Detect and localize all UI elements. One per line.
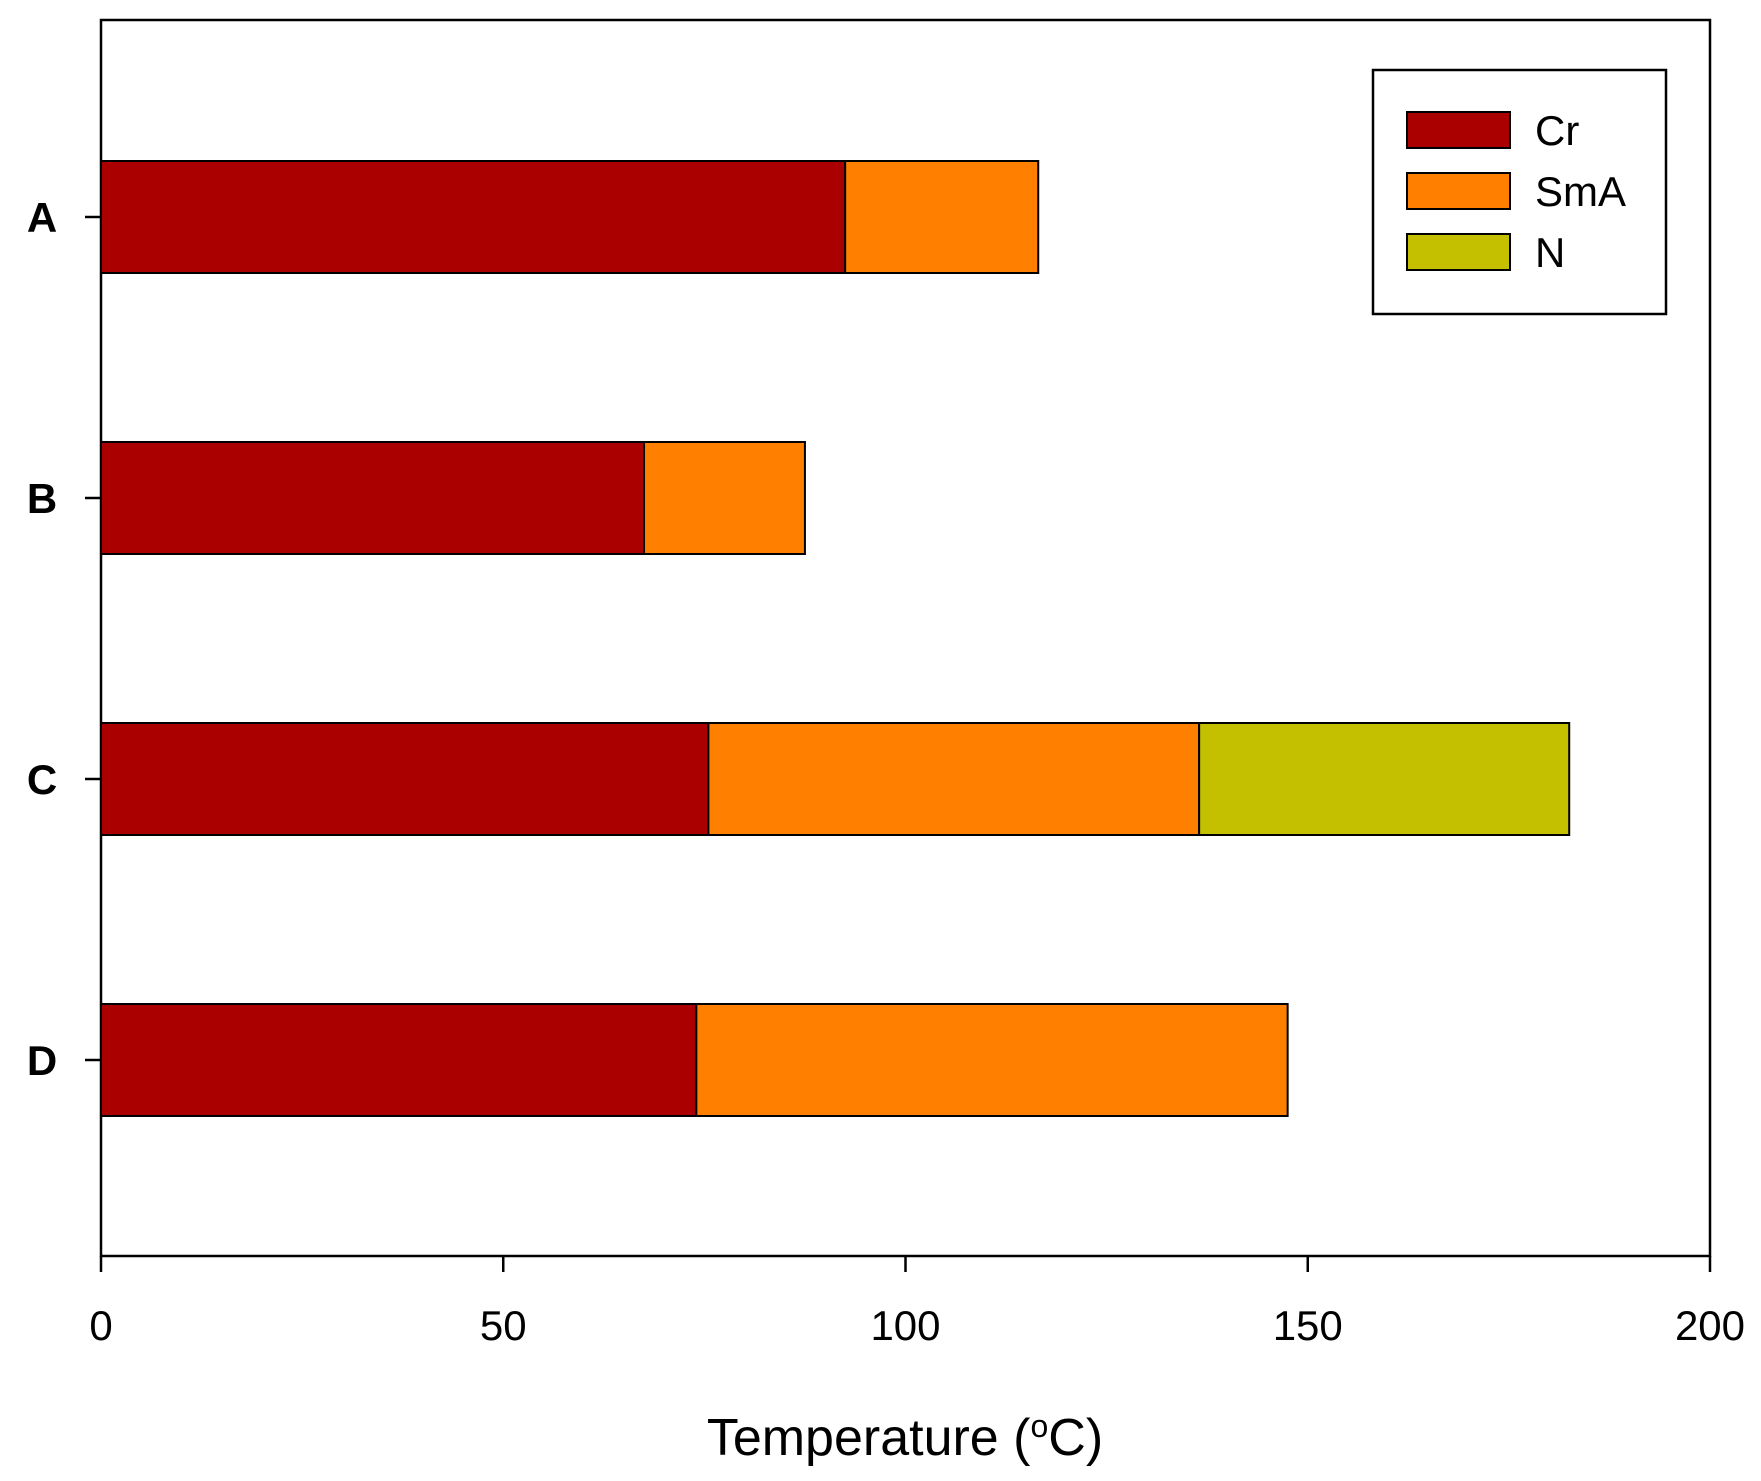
x-tick-label-0: 0 xyxy=(89,1302,112,1349)
legend: Cr SmA N xyxy=(1371,68,1668,316)
legend-swatch-sma xyxy=(1406,172,1511,210)
legend-swatch-cr xyxy=(1406,111,1511,149)
x-tick-label-200: 200 xyxy=(1675,1302,1745,1349)
bar-d-cr xyxy=(100,1003,698,1117)
legend-label-cr: Cr xyxy=(1535,107,1579,154)
bar-c-cr xyxy=(100,722,710,836)
legend-label-n: N xyxy=(1535,229,1565,276)
y-tick-label-d: D xyxy=(27,1037,57,1084)
x-axis-title: Temperature (oC) xyxy=(707,1408,1103,1467)
x-tick-label-150: 150 xyxy=(1273,1302,1343,1349)
bar-c-n xyxy=(1198,722,1571,836)
y-tick-label-c: C xyxy=(27,756,57,803)
x-tick-label-50: 50 xyxy=(480,1302,527,1349)
bar-b-cr xyxy=(100,441,646,555)
bar-a-cr xyxy=(100,160,847,274)
legend-box xyxy=(1371,68,1668,316)
bar-a-sma xyxy=(844,160,1040,274)
x-axis-title-end: C) xyxy=(1048,1409,1103,1467)
x-axis-title-main: Temperature ( xyxy=(707,1409,1031,1467)
bar-c-sma xyxy=(707,722,1201,836)
legend-swatch-n xyxy=(1406,233,1511,271)
y-tick-label-b: B xyxy=(27,475,57,522)
bar-d-sma xyxy=(695,1003,1289,1117)
x-axis-title-sup: o xyxy=(1031,1408,1049,1444)
y-tick-label-a: A xyxy=(27,194,57,241)
bar-b-sma xyxy=(643,441,806,555)
legend-label-sma: SmA xyxy=(1535,168,1626,215)
x-tick-label-100: 100 xyxy=(870,1302,940,1349)
